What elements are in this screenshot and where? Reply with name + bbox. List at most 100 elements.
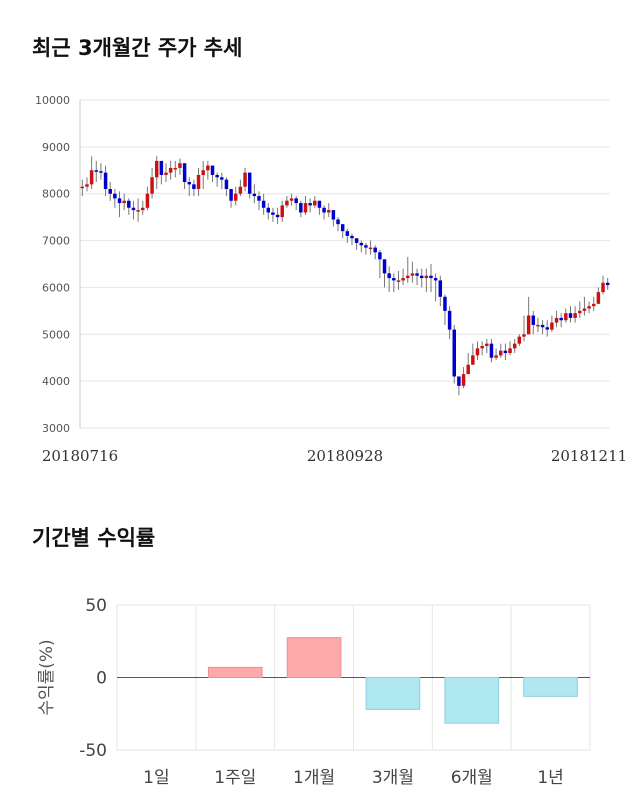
candle-body: [345, 231, 350, 236]
bar: [207, 666, 263, 678]
candle-body: [173, 167, 178, 170]
y-tick-label: 9000: [42, 141, 70, 154]
candle-body: [499, 350, 503, 356]
candle-body: [591, 303, 596, 307]
candle-body: [452, 329, 456, 377]
candle-body: [243, 172, 247, 187]
candle-body: [378, 252, 382, 260]
candle-body: [113, 193, 117, 199]
candle-body: [145, 193, 150, 208]
bar: [365, 677, 421, 710]
y-tick-label: 7000: [42, 235, 70, 248]
candle-body: [550, 322, 554, 330]
candle-body: [564, 313, 568, 321]
candle-body: [401, 278, 405, 281]
candle-body: [275, 214, 280, 218]
x-category-label: 1년: [537, 768, 563, 788]
x-category-label: 1주일: [214, 768, 256, 788]
candle-body: [489, 343, 494, 358]
candle-body: [280, 205, 284, 218]
candle-body: [512, 343, 517, 349]
candle-body: [536, 324, 540, 327]
candle-body: [540, 324, 545, 328]
x-category-label: 1일: [143, 768, 169, 788]
x-date-label: 20181211: [551, 447, 627, 465]
candle-body: [80, 186, 85, 189]
candle-body: [587, 306, 591, 309]
candle-body: [150, 177, 154, 194]
candle-body: [266, 207, 271, 213]
candle-body: [331, 210, 336, 220]
candle-body: [220, 177, 224, 180]
candle-body: [559, 317, 563, 321]
candle-body: [159, 160, 164, 175]
candle-body: [322, 207, 326, 213]
candle-body: [271, 212, 275, 215]
candle-body: [108, 189, 112, 194]
candle-body: [141, 207, 145, 211]
bar: [523, 677, 578, 697]
candle-body: [531, 315, 536, 325]
candle-body: [317, 200, 322, 208]
candle-body: [313, 200, 317, 206]
candle-body: [354, 238, 359, 243]
candle-body: [215, 174, 219, 178]
candle-body: [508, 348, 512, 354]
y-tick-label: 6000: [42, 281, 70, 294]
candle-body: [252, 193, 257, 197]
candle-body: [99, 171, 103, 173]
candle-body: [164, 172, 168, 175]
candle-body: [229, 189, 233, 201]
candle-body: [424, 275, 429, 279]
candle-body: [182, 163, 187, 182]
x-date-label: 20180928: [307, 447, 383, 465]
candle-body: [350, 235, 354, 239]
candle-body: [94, 170, 99, 172]
candle-body: [210, 165, 215, 175]
candle-body: [419, 275, 424, 279]
candle-body: [406, 275, 410, 279]
candle-body: [224, 179, 229, 190]
candle-body: [396, 280, 401, 282]
candle-body: [192, 184, 196, 190]
returns-bar-chart: -50 0 50 1일 1주일 1개월 3개월 6개월 1년 수익률(%): [37, 596, 591, 788]
candle-body: [582, 308, 587, 311]
candlestick-chart: 3000 4000 5000 6000 7000 8000 9000 10000 2018071…: [35, 94, 627, 465]
candle-body: [475, 348, 480, 356]
candle-body: [117, 198, 122, 204]
candle-body: [461, 374, 466, 386]
candle-body: [234, 193, 238, 201]
y-tick-label: 50: [85, 596, 107, 616]
y-tick-label: 5000: [42, 328, 70, 341]
candle-body: [545, 327, 549, 330]
candle-body: [601, 282, 605, 293]
candle-body: [238, 186, 243, 194]
candle-body: [127, 200, 131, 208]
candle-body: [410, 273, 415, 276]
candle-body: [605, 282, 610, 286]
candle-body: [368, 247, 373, 250]
candle-body: [522, 334, 526, 337]
candle-body: [517, 336, 522, 344]
candle-body: [187, 182, 191, 185]
candle-body: [438, 280, 443, 297]
candle-body: [596, 292, 601, 304]
candle-body: [340, 224, 345, 232]
candle-body: [554, 317, 559, 323]
candle-body: [206, 165, 210, 171]
candle-body: [457, 376, 461, 386]
candle-body: [443, 296, 447, 311]
candle-body: [578, 310, 582, 314]
candle-body: [494, 355, 498, 358]
candle-body: [294, 198, 298, 204]
candle-body: [359, 242, 364, 246]
candle-body: [392, 278, 396, 281]
candle-body: [201, 170, 205, 175]
candle-body: [373, 247, 377, 253]
returns-title: 기간별 수익률: [32, 526, 156, 550]
candle-body: [364, 245, 368, 248]
candle-body: [480, 346, 484, 349]
x-category-label: 3개월: [372, 768, 414, 788]
candle-body: [247, 172, 252, 194]
bar: [444, 677, 500, 724]
